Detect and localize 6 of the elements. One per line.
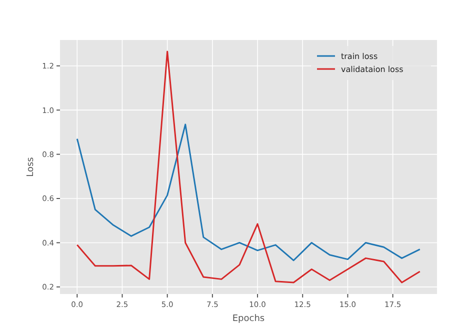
x-axis-title: Epochs bbox=[232, 314, 265, 324]
legend-label: train loss bbox=[341, 52, 378, 61]
line-series bbox=[76, 124, 421, 262]
legend-label: validataion loss bbox=[341, 65, 404, 74]
line-series bbox=[76, 50, 421, 284]
y-axis-title: Loss bbox=[26, 156, 36, 177]
